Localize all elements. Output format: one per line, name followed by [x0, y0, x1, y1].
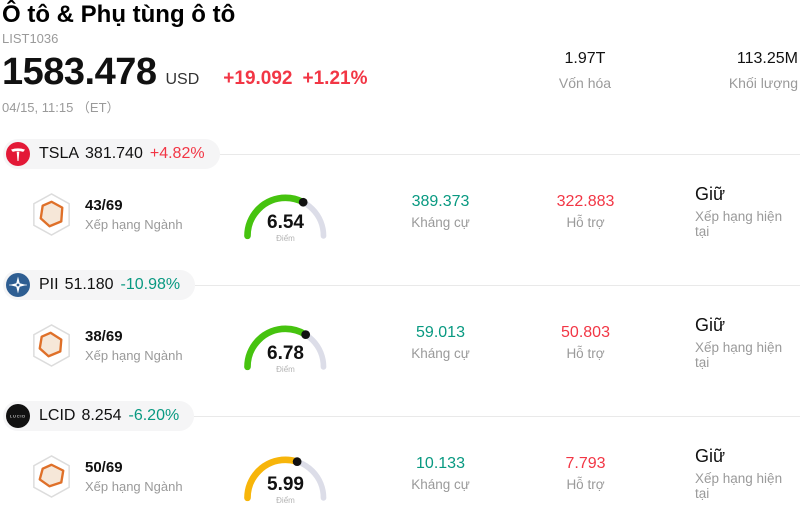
- rating-value: Giữ: [695, 183, 726, 204]
- stock-change-percent: -6.20%: [128, 407, 180, 424]
- industry-rank-radar-icon: [33, 192, 70, 236]
- divider-line: [194, 415, 800, 417]
- divider-line: [195, 284, 800, 286]
- timestamp: 04/15, 11:15 （ET）: [2, 100, 120, 116]
- volume-label: Khối lượng: [728, 75, 798, 91]
- support-label: Hỗ trợ: [566, 345, 605, 361]
- industry-rank-label: Xếp hạng Ngành: [85, 478, 183, 494]
- support-value: 50.803: [561, 323, 610, 341]
- resistance-value: 389.373: [411, 192, 470, 210]
- score-gauge: 6.54 Điểm: [238, 184, 333, 244]
- stock-price: 8.254: [81, 407, 122, 424]
- sector-price: 1583.478: [2, 51, 157, 94]
- stock-symbol: TSLA: [39, 145, 80, 162]
- gauge-score-value: 6.54: [267, 212, 304, 233]
- stock-row-tsla: TSLA 381.740 +4.82% 43/69 Xếp hạng Ngành: [0, 139, 800, 247]
- stock-change-percent: -10.98%: [120, 276, 181, 293]
- industry-rank-value: 43/69: [85, 196, 123, 214]
- stock-pill-tsla[interactable]: TSLA 381.740 +4.82%: [3, 139, 220, 169]
- support-label: Hỗ trợ: [566, 476, 605, 492]
- market-cap-value: 1.97T: [564, 50, 606, 67]
- resistance-label: Kháng cự: [411, 345, 470, 361]
- tesla-logo-icon: [6, 142, 30, 166]
- gauge-score-value: 6.78: [267, 343, 304, 364]
- rating-label: Xếp hạng hiện tại: [695, 470, 783, 501]
- resistance-label: Kháng cự: [411, 476, 470, 492]
- score-gauge: 5.99 Điểm: [238, 446, 333, 506]
- currency-label: USD: [165, 71, 200, 89]
- industry-rank-value: 50/69: [85, 458, 123, 476]
- market-cap-stat: 1.97T Vốn hóa: [510, 50, 660, 91]
- lucid-logo-icon: LUCID: [6, 404, 30, 428]
- score-gauge: 6.78 Điểm: [238, 315, 333, 375]
- industry-rank-label: Xếp hạng Ngành: [85, 216, 183, 232]
- rating-value: Giữ: [695, 314, 726, 335]
- stock-price: 51.180: [64, 276, 114, 293]
- sector-header: Ô tô & Phụ tùng ô tô LIST1036 1583.478 U…: [0, 0, 800, 116]
- stock-pill-pii[interactable]: PII 51.180 -10.98%: [3, 270, 196, 300]
- support-value: 7.793: [565, 454, 606, 472]
- gauge-score-label: Điểm: [276, 496, 295, 505]
- stock-row-pii: PII 51.180 -10.98% 38/69 Xếp hạng Ngành: [0, 270, 800, 378]
- gauge-score-label: Điểm: [276, 365, 295, 374]
- resistance-value: 10.133: [416, 454, 465, 472]
- divider-line: [219, 153, 800, 155]
- pii-logo-icon: [6, 273, 30, 297]
- stock-change-percent: +4.82%: [149, 145, 205, 162]
- page-title: Ô tô & Phụ tùng ô tô: [2, 1, 236, 28]
- stock-symbol: PII: [39, 276, 59, 293]
- svg-text:LUCID: LUCID: [10, 414, 26, 419]
- support-value: 322.883: [556, 192, 615, 210]
- list-id: LIST1036: [2, 31, 59, 47]
- industry-rank-radar-icon: [33, 454, 70, 498]
- stock-row-lcid: LUCID LCID 8.254 -6.20% 50/69 Xếp hạng N…: [0, 401, 800, 509]
- gauge-score-value: 5.99: [267, 474, 304, 495]
- industry-rank-label: Xếp hạng Ngành: [85, 347, 183, 363]
- price-change-percent: +1.21%: [302, 68, 368, 90]
- market-cap-label: Vốn hóa: [558, 75, 612, 91]
- industry-rank-value: 38/69: [85, 327, 123, 345]
- stock-price: 381.740: [85, 145, 143, 162]
- rating-value: Giữ: [695, 445, 726, 466]
- gauge-score-label: Điểm: [276, 234, 295, 243]
- volume-stat: 113.25M Khối lượng: [638, 50, 798, 91]
- rating-label: Xếp hạng hiện tại: [695, 208, 783, 239]
- stock-symbol: LCID: [39, 407, 76, 424]
- resistance-label: Kháng cự: [411, 214, 470, 230]
- resistance-value: 59.013: [416, 323, 465, 341]
- price-change: +19.092: [223, 68, 293, 90]
- rating-label: Xếp hạng hiện tại: [695, 339, 783, 370]
- volume-value: 113.25M: [736, 50, 798, 67]
- industry-rank-radar-icon: [33, 323, 70, 367]
- support-label: Hỗ trợ: [566, 214, 605, 230]
- stock-pill-lcid[interactable]: LUCID LCID 8.254 -6.20%: [3, 401, 195, 431]
